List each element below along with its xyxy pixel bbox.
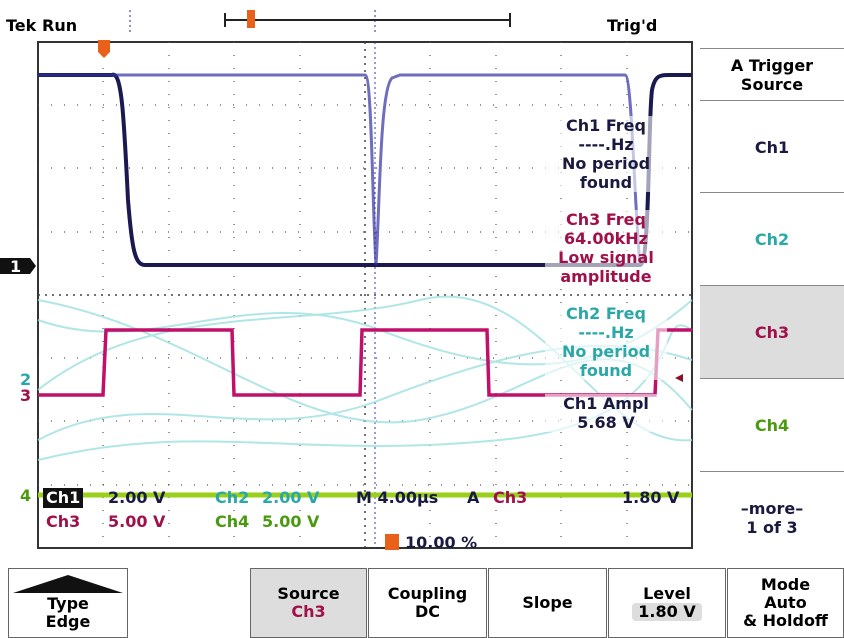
type-arrow <box>13 575 123 593</box>
trigger-label: A <box>467 488 480 507</box>
trigger-source: Ch3 <box>493 488 528 507</box>
measurement-line: No period <box>561 154 651 173</box>
trigger-position: 10.00 % <box>405 533 478 552</box>
side-menu-button[interactable]: Ch3 <box>700 285 844 378</box>
button-line: –more– <box>740 499 804 518</box>
measurement-line: Ch1 Freq <box>566 116 646 135</box>
button-line: Coupling <box>387 584 468 603</box>
bottom-menu-button[interactable]: Source Ch3 <box>250 568 367 638</box>
button-line: Auto <box>764 593 807 612</box>
button-line: Ch3 <box>754 322 790 342</box>
ch1-marker: 1 <box>10 257 22 276</box>
trigger-marker <box>98 40 110 58</box>
timebase: M 4.00µs <box>356 488 439 507</box>
button-line: Slope <box>522 593 573 612</box>
title-line: A Trigger <box>730 56 814 75</box>
button-line: & Holdoff <box>743 611 828 630</box>
measurement-line: found <box>579 361 633 380</box>
button-line: Ch4 <box>754 415 790 435</box>
measurement-line: 5.68 V <box>577 413 635 432</box>
run-state: Run <box>42 16 78 35</box>
status-ch1: Ch1 <box>46 488 81 507</box>
level-marker <box>675 374 683 382</box>
status-ch4: Ch4 <box>215 512 250 531</box>
ch1-marker-bg <box>0 258 36 274</box>
ch4-marker: 4 <box>20 486 32 505</box>
button-line: Level <box>643 584 691 603</box>
measurement-line: Ch2 Freq <box>566 304 646 323</box>
side-menu-button[interactable]: Ch1 <box>700 100 844 193</box>
status-ch4-scale: 5.00 V <box>262 512 320 531</box>
measurement-line: Low signal <box>558 248 654 267</box>
button-line: Mode <box>760 575 811 594</box>
bottom-menu-button[interactable]: Level 1.80 V <box>608 568 726 638</box>
side-menu-button[interactable]: –more– 1 of 3 <box>700 471 844 564</box>
button-line: Ch2 <box>754 229 790 249</box>
ch2-marker: 2 <box>20 370 32 389</box>
measurement-line: ----.Hz <box>578 135 634 154</box>
record-view <box>224 13 511 27</box>
measurement-line: Ch3 Freq <box>566 210 646 229</box>
bottom-menu-button[interactable]: Mode Auto & Holdoff <box>727 568 844 638</box>
status-ch2-scale: 2.00 V <box>262 488 320 507</box>
button-line: Type <box>47 594 89 613</box>
top-ticks <box>129 10 376 32</box>
record-trigger <box>247 10 255 28</box>
brand: Tek <box>6 16 37 35</box>
side-menu-button[interactable]: Ch2 <box>700 192 844 285</box>
side-menu-title: A Trigger Source <box>700 48 844 101</box>
status-ch3-scale: 5.00 V <box>108 512 166 531</box>
button-line: DC <box>414 602 441 621</box>
status-ch3: Ch3 <box>46 512 81 531</box>
measurement: Ch1 Freq ----.Hz No period found <box>545 116 667 192</box>
measurement-line: ----.Hz <box>578 323 634 342</box>
ch3-trace <box>38 328 692 397</box>
measurement-line: No period <box>561 342 651 361</box>
measurement: Ch3 Freq 64.00kHz Low signal amplitude <box>545 210 667 286</box>
button-line: Source <box>277 584 340 603</box>
status-ch1-scale: 2.00 V <box>108 488 166 507</box>
ch3-marker: 3 <box>20 386 32 405</box>
bottom-menu-button[interactable]: Slope <box>488 568 607 638</box>
trigpos-icon <box>385 534 399 550</box>
measurement-line: found <box>579 173 633 192</box>
status-ch2: Ch2 <box>215 488 250 507</box>
trigger-state: Trig'd <box>607 16 658 35</box>
button-line: Ch1 <box>754 137 790 157</box>
button-line: 1.80 V <box>632 603 702 621</box>
bottom-menu-button[interactable]: Coupling DC <box>368 568 487 638</box>
measurement: Ch1 Ampl 5.68 V <box>545 394 667 432</box>
measurement-line: Ch1 Ampl <box>563 394 649 413</box>
button-line: Edge <box>45 612 91 631</box>
button-line: 1 of 3 <box>746 518 798 537</box>
side-menu-button[interactable]: Ch4 <box>700 378 844 471</box>
button-line: Ch3 <box>291 602 326 621</box>
trigger-level: 1.80 V <box>622 488 680 507</box>
measurement-line: amplitude <box>560 267 652 286</box>
bottom-menu-button[interactable]: Type Edge <box>8 568 128 638</box>
title-line: Source <box>740 75 804 94</box>
measurement: Ch2 Freq ----.Hz No period found <box>545 304 667 380</box>
ch1-status-bg <box>43 488 83 508</box>
center-axes <box>38 42 692 548</box>
measurement-line: 64.00kHz <box>564 229 648 248</box>
